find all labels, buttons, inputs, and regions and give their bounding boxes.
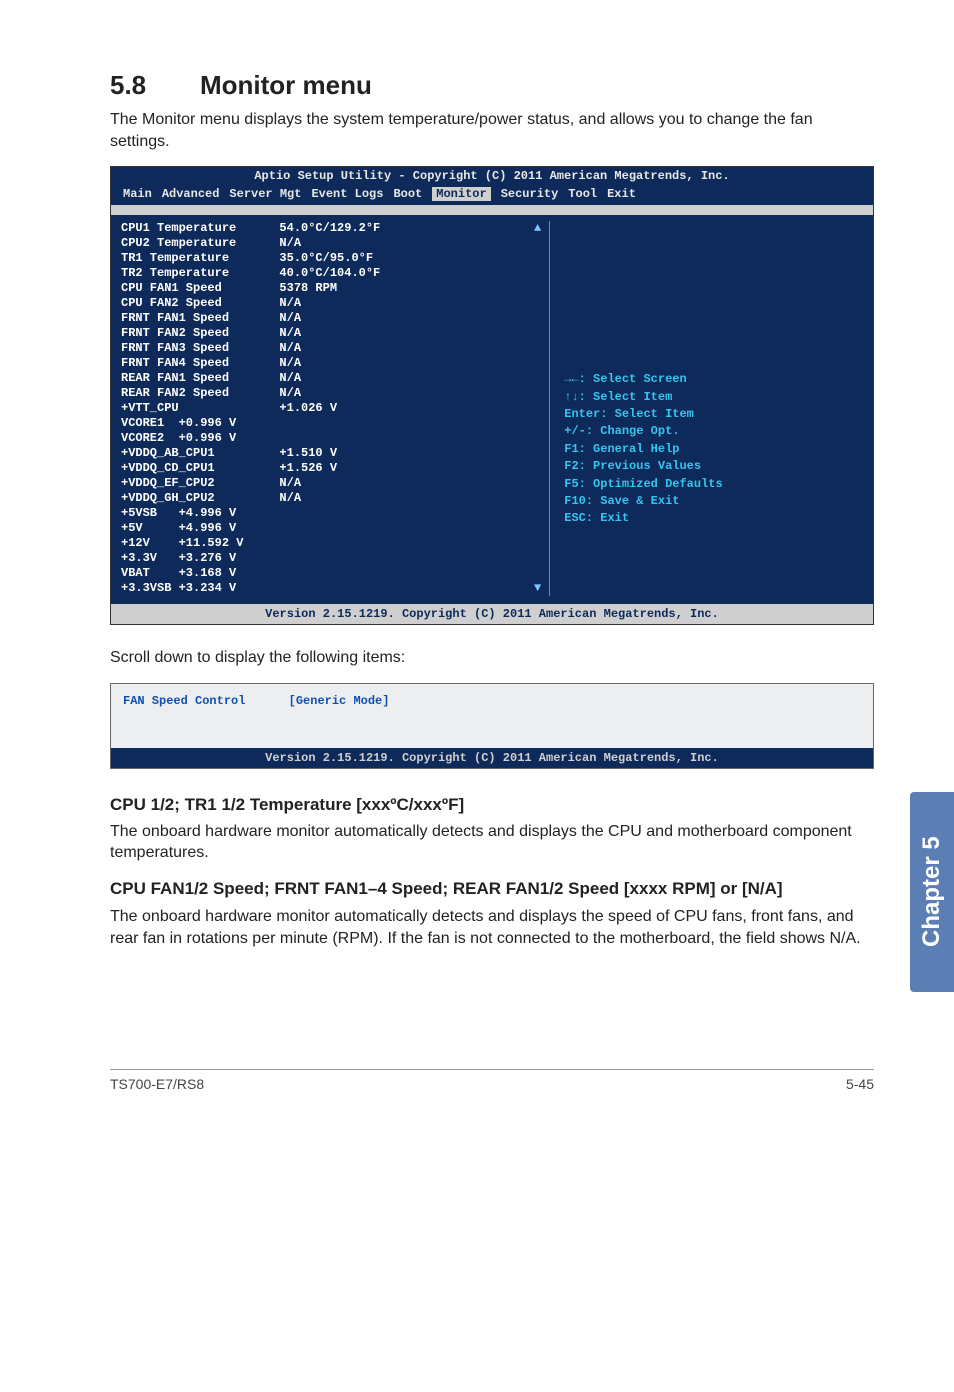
- bios-version: Version 2.15.1219. Copyright (C) 2011 Am…: [111, 604, 873, 624]
- bios-menu-item: Server Mgt: [229, 187, 301, 201]
- sub1-heading: CPU 1/2; TR1 1/2 Temperature [xxxºC/xxxº…: [110, 795, 874, 815]
- chapter-tab: Chapter 5: [910, 792, 954, 992]
- bios-left-panel: CPU1 Temperature 54.0°C/129.2°F CPU2 Tem…: [121, 221, 539, 596]
- scroll-item-value: [Generic Mode]: [289, 694, 390, 708]
- scroll-down-icon: ▼: [534, 581, 541, 596]
- page-footer: TS700-E7/RS8 5-45: [110, 1069, 874, 1092]
- bios-title: Aptio Setup Utility - Copyright (C) 2011…: [111, 167, 873, 185]
- bios-help-line: →←: Select Screen: [564, 371, 863, 388]
- bios-menu-item: Tool: [568, 187, 597, 201]
- sub1-text: The onboard hardware monitor automatical…: [110, 821, 874, 864]
- bios-help-line: Enter: Select Item: [564, 406, 863, 423]
- scroll-up-icon: ▲: [534, 221, 541, 236]
- bios-menu-item: Main: [123, 187, 152, 201]
- section-heading: 5.8Monitor menu: [110, 70, 874, 101]
- bios-help-line: F5: Optimized Defaults: [564, 476, 863, 493]
- section-number: 5.8: [110, 70, 200, 101]
- bios-help-line: +/-: Change Opt.: [564, 423, 863, 440]
- bios-menu-item: Monitor: [432, 187, 490, 201]
- bios-menu-item: Advanced: [162, 187, 220, 201]
- bios-menu-item: Security: [501, 187, 559, 201]
- bios-help-line: ↑↓: Select Item: [564, 389, 863, 406]
- footer-right: 5-45: [846, 1076, 874, 1092]
- scroll-label: Scroll down to display the following ite…: [110, 647, 874, 669]
- footer-left: TS700-E7/RS8: [110, 1076, 204, 1092]
- bios-separator: [111, 205, 873, 215]
- bios-screenshot: Aptio Setup Utility - Copyright (C) 2011…: [110, 166, 874, 625]
- intro-text: The Monitor menu displays the system tem…: [110, 109, 874, 152]
- bios-help-line: F1: General Help: [564, 441, 863, 458]
- scroll-version: Version 2.15.1219. Copyright (C) 2011 Am…: [111, 748, 873, 768]
- scroll-box: FAN Speed Control [Generic Mode] Version…: [110, 683, 874, 769]
- sub2-heading: CPU FAN1/2 Speed; FRNT FAN1–4 Speed; REA…: [110, 878, 874, 900]
- bios-help-panel: →←: Select Screen↑↓: Select ItemEnter: S…: [549, 221, 863, 596]
- bios-menu-item: Event Logs: [311, 187, 383, 201]
- bios-body: CPU1 Temperature 54.0°C/129.2°F CPU2 Tem…: [111, 215, 873, 604]
- bios-menu-item: Exit: [607, 187, 636, 201]
- bios-help-line: F2: Previous Values: [564, 458, 863, 475]
- bios-help-line: F10: Save & Exit: [564, 493, 863, 510]
- sub2-text: The onboard hardware monitor automatical…: [110, 906, 874, 949]
- bios-menu-bar: Main Advanced Server Mgt Event Logs Boot Moni…: [111, 185, 873, 205]
- bios-help-line: ESC: Exit: [564, 510, 863, 527]
- bios-menu-item: Boot: [393, 187, 422, 201]
- scroll-body: FAN Speed Control [Generic Mode]: [111, 684, 873, 748]
- section-title: Monitor menu: [200, 70, 372, 100]
- scroll-item-label: FAN Speed Control: [123, 694, 245, 708]
